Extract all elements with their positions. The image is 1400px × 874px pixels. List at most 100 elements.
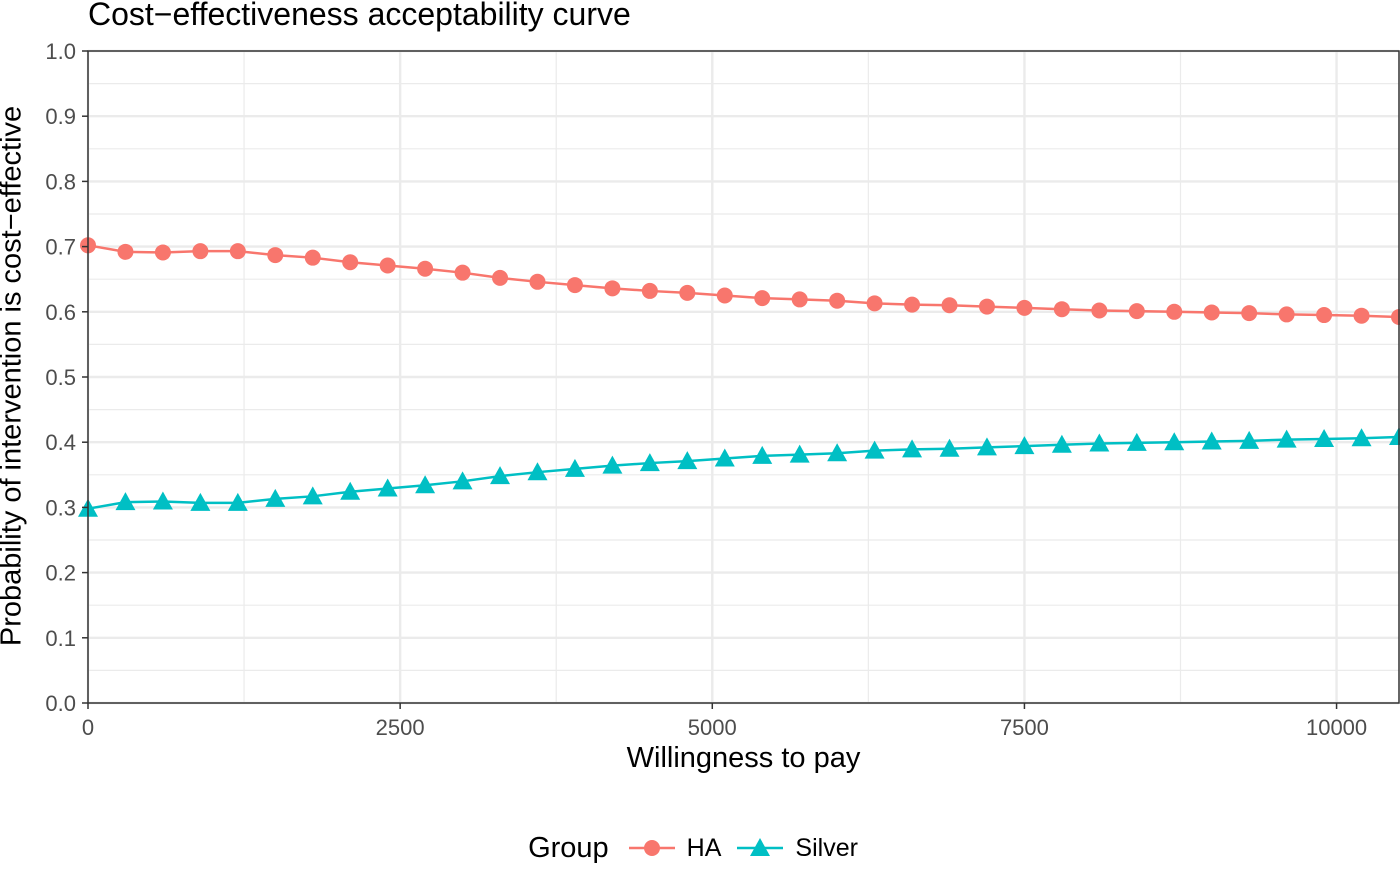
data-point-silver <box>302 486 323 505</box>
legend: Group HA Silver <box>0 830 1400 866</box>
data-point-silver <box>1089 433 1110 452</box>
data-point-ha <box>679 284 696 301</box>
data-point-ha <box>978 298 995 315</box>
series-layer <box>78 237 1400 517</box>
axes: 0 2500 5000 7500 10000 0.0 0.1 0.2 0.3 0.4 0.5 0.6 0… <box>45 39 1400 740</box>
data-point-ha <box>1353 307 1370 324</box>
legend-item-silver: Silver <box>735 830 858 866</box>
data-point-ha <box>566 277 583 294</box>
data-point-ha <box>1391 309 1400 326</box>
series-line-silver <box>87 435 1400 510</box>
data-point-ha <box>791 291 808 308</box>
data-point-silver <box>527 462 548 481</box>
data-point-ha <box>1316 307 1333 324</box>
data-point-silver <box>265 488 286 507</box>
data-point-silver <box>152 491 173 510</box>
data-point-silver <box>976 437 997 456</box>
data-point-ha <box>1091 302 1108 319</box>
x-axis-label: Willingness to pay <box>626 742 861 774</box>
data-point-ha <box>492 269 509 286</box>
legend-title: Group <box>528 831 609 864</box>
y-tick-label: 0.3 <box>45 495 76 520</box>
y-tick-label: 0.0 <box>45 691 76 716</box>
legend-label-ha: HA <box>686 833 722 862</box>
data-point-silver <box>864 440 885 459</box>
data-point-silver <box>415 475 436 494</box>
data-point-silver <box>1351 428 1372 447</box>
data-point-silver <box>1164 432 1185 451</box>
data-point-ha <box>1241 305 1258 322</box>
data-point-ha <box>754 290 771 307</box>
data-point-silver <box>377 478 398 497</box>
data-point-silver <box>227 492 248 511</box>
data-point-ha <box>1053 301 1070 318</box>
data-point-silver <box>1314 428 1335 447</box>
data-point-ha <box>1016 299 1033 316</box>
data-point-ha <box>267 247 284 264</box>
y-tick-label: 0.9 <box>45 104 76 129</box>
data-point-silver <box>340 481 361 500</box>
data-point-ha <box>641 282 658 299</box>
data-point-ha <box>866 295 883 312</box>
data-point-silver <box>115 492 136 511</box>
data-point-ha <box>192 243 209 260</box>
chart-title: Cost−effectiveness acceptability curve <box>88 0 631 32</box>
series-line-ha <box>87 244 1400 319</box>
data-point-ha <box>154 244 171 261</box>
x-tick-label: 10000 <box>1306 715 1367 740</box>
data-point-silver <box>827 443 848 462</box>
y-tick-label: 0.2 <box>45 561 76 586</box>
data-point-silver <box>490 466 511 485</box>
data-point-ha <box>304 249 321 266</box>
y-tick-label: 0.1 <box>45 626 76 651</box>
y-tick-label: 0.8 <box>45 169 76 194</box>
data-point-silver <box>714 448 735 467</box>
data-point-silver <box>789 444 810 463</box>
data-point-ha <box>604 280 621 297</box>
data-point-ha <box>454 264 471 281</box>
y-tick-label: 0.4 <box>45 430 76 455</box>
x-tick-label: 2500 <box>376 715 425 740</box>
legend-key-ha-icon <box>628 840 675 856</box>
data-point-ha <box>229 243 246 260</box>
data-point-silver <box>1126 432 1147 451</box>
data-point-ha <box>379 257 396 274</box>
data-point-ha <box>829 292 846 309</box>
y-tick-label: 0.6 <box>45 300 76 325</box>
data-point-ha <box>716 287 733 304</box>
y-tick-label: 0.5 <box>45 365 76 390</box>
data-point-silver <box>190 492 211 511</box>
data-point-silver <box>1389 426 1400 445</box>
x-tick-label: 5000 <box>688 715 737 740</box>
data-point-silver <box>1276 429 1297 448</box>
legend-key-silver-icon <box>737 838 784 856</box>
data-point-silver <box>1014 436 1035 455</box>
data-point-silver <box>1239 430 1260 449</box>
data-point-ha <box>342 254 359 271</box>
data-point-silver <box>1201 431 1222 450</box>
data-point-ha <box>941 297 958 314</box>
y-tick-label: 0.7 <box>45 235 76 260</box>
data-point-silver <box>752 445 773 464</box>
data-point-silver <box>1051 434 1072 453</box>
data-point-silver <box>639 453 660 472</box>
data-point-ha <box>417 260 434 277</box>
data-point-ha <box>117 243 134 260</box>
data-point-ha <box>1166 303 1183 320</box>
data-point-silver <box>902 439 923 458</box>
data-point-silver <box>677 451 698 470</box>
data-point-ha <box>1128 303 1145 320</box>
data-point-ha <box>1203 304 1220 321</box>
data-point-silver <box>939 438 960 457</box>
minor-gridlines <box>88 51 1399 703</box>
x-tick-label: 0 <box>82 715 94 740</box>
y-axis-label: Probability of intervention is cost−effe… <box>0 105 28 647</box>
x-tick-label: 7500 <box>1000 715 1049 740</box>
data-point-ha <box>904 296 921 313</box>
legend-item-ha: HA <box>627 830 722 866</box>
data-point-silver <box>564 458 585 477</box>
data-point-silver <box>452 471 473 490</box>
y-tick-label: 1.0 <box>45 39 76 64</box>
data-point-silver <box>602 455 623 474</box>
